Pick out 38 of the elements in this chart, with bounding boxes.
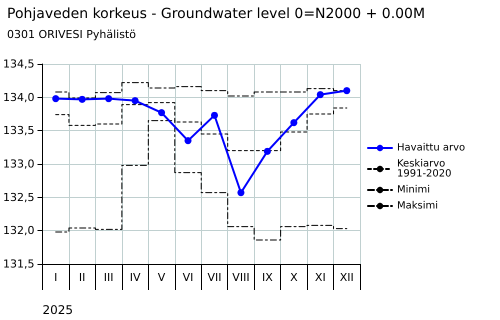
point (264, 148, 271, 155)
y-tick-label: 132,0 (2, 224, 34, 238)
point (290, 119, 298, 126)
legend-label: Keskiarvo 1991-2020 (397, 158, 452, 180)
point (52, 95, 60, 102)
legend-label: Minimi (397, 184, 430, 196)
chart-subtitle: 0301 ORIVESI Pyhälistö (7, 28, 136, 41)
y-tick-label: 134,0 (2, 90, 34, 104)
point (237, 189, 244, 196)
point (184, 137, 192, 144)
point (343, 87, 350, 94)
x-tick-label: VII (207, 271, 222, 284)
y-tick-label: 132,5 (2, 190, 34, 204)
x-tick-label: IX (262, 271, 274, 284)
point (158, 109, 166, 116)
chart-title: Pohjaveden korkeus - Groundwater level 0=N2000 + 0.00M (7, 6, 426, 22)
y-tick-label: 131,5 (2, 258, 34, 270)
point (210, 112, 218, 119)
y-tick-label: 133,5 (2, 124, 34, 138)
x-tick-label: II (78, 271, 86, 284)
x-tick-label: XII (340, 271, 354, 284)
legend-label: Havaittu arvo (397, 142, 466, 154)
point (105, 95, 112, 102)
x-tick-label: IV (130, 271, 141, 284)
x-axis-title: 2025 (42, 303, 74, 317)
x-tick-label: X (290, 271, 298, 284)
point (78, 96, 86, 103)
y-tick-label: 134,5 (2, 58, 34, 70)
point (316, 91, 324, 98)
x-tick-label: VIII (232, 271, 250, 284)
point (132, 97, 139, 104)
x-tick-label: III (104, 271, 114, 284)
legend-label: Maksimi (397, 200, 438, 212)
y-tick-label: 133,0 (2, 158, 34, 170)
x-tick-label: V (158, 271, 166, 284)
x-tick-label: VI (182, 271, 194, 284)
x-tick-label: XI (314, 271, 326, 284)
x-tick-label: I (54, 271, 58, 284)
